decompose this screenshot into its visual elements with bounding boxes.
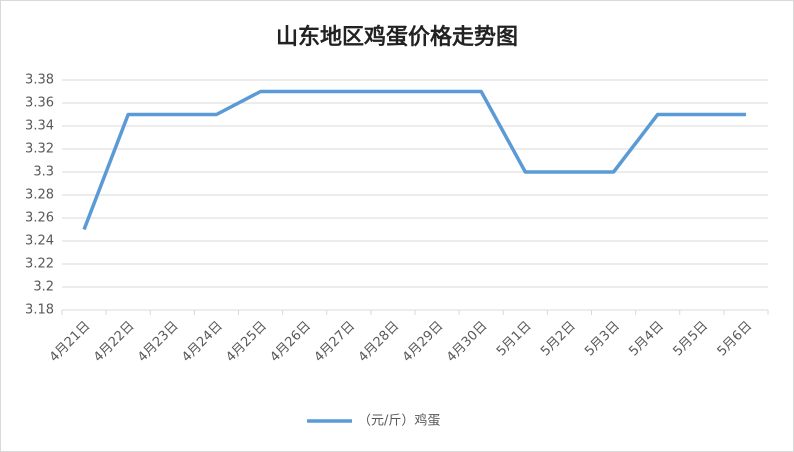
y-tick-label: 3.38 — [25, 73, 54, 88]
line — [82, 89, 746, 231]
chart-title: 山东地区鸡蛋价格走势图 — [276, 24, 518, 50]
y-tick-label: 3.18 — [25, 303, 54, 318]
y-tick-label: 3.22 — [25, 257, 54, 272]
y-tick-label: 3.36 — [25, 96, 54, 111]
y-tick-label: 3.2 — [33, 280, 54, 295]
y-tick-label: 3.24 — [25, 234, 54, 249]
y-tick-label: 3.3 — [33, 165, 54, 180]
legend-label: （元/斤）鸡蛋 — [358, 413, 440, 429]
y-tick-label: 3.32 — [25, 142, 54, 157]
y-tick-label: 3.34 — [25, 119, 54, 134]
y-tick-label: 3.26 — [25, 211, 54, 226]
y-tick-label: 3.28 — [25, 188, 54, 203]
